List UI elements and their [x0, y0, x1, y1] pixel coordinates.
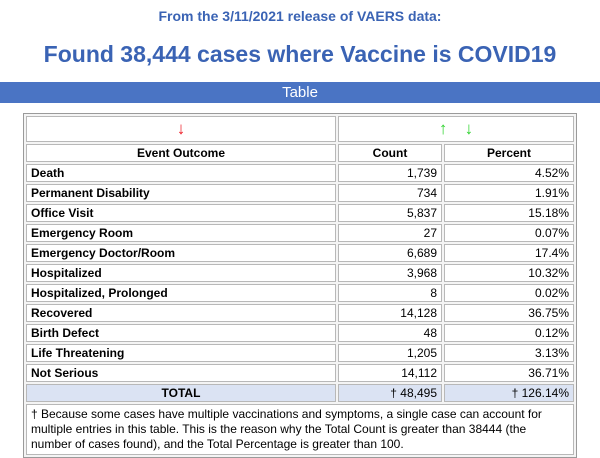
table-row: Office Visit 5,837 15.18% — [26, 204, 574, 222]
total-label-cell: TOTAL — [26, 384, 336, 402]
outcome-sort-cell: ↓ — [26, 116, 336, 142]
percent-cell: 36.71% — [444, 364, 574, 382]
metrics-sort-cell: ↑ ↓ — [338, 116, 574, 142]
column-header-count: Count — [338, 144, 442, 162]
count-cell: 14,112 — [338, 364, 442, 382]
event-outcome-cell: Birth Defect — [26, 324, 336, 342]
event-outcome-cell: Hospitalized — [26, 264, 336, 282]
count-cell: 1,205 — [338, 344, 442, 362]
count-cell: 27 — [338, 224, 442, 242]
percent-cell: 0.12% — [444, 324, 574, 342]
event-outcome-cell: Death — [26, 164, 336, 182]
sort-descending-icon[interactable]: ↓ — [464, 119, 474, 138]
table-row: Not Serious 14,112 36.71% — [26, 364, 574, 382]
percent-cell: 0.07% — [444, 224, 574, 242]
percent-cell: 3.13% — [444, 344, 574, 362]
sort-descending-outcome-icon[interactable]: ↓ — [176, 119, 186, 138]
count-cell: 3,968 — [338, 264, 442, 282]
count-cell: 1,739 — [338, 164, 442, 182]
footnote-row: † Because some cases have multiple vacci… — [26, 404, 574, 455]
event-outcome-cell: Office Visit — [26, 204, 336, 222]
event-outcome-cell: Hospitalized, Prolonged — [26, 284, 336, 302]
column-header-row: Event Outcome Count Percent — [26, 144, 574, 162]
total-count-cell: † 48,495 — [338, 384, 442, 402]
event-outcome-cell: Not Serious — [26, 364, 336, 382]
table-row: Emergency Doctor/Room 6,689 17.4% — [26, 244, 574, 262]
table-section-bar: Table — [0, 82, 600, 103]
sort-ascending-icon[interactable]: ↑ — [438, 119, 448, 138]
table-row: Death 1,739 4.52% — [26, 164, 574, 182]
percent-cell: 0.02% — [444, 284, 574, 302]
sort-controls-row: ↓ ↑ ↓ — [26, 116, 574, 142]
percent-cell: 10.32% — [444, 264, 574, 282]
event-outcome-cell: Recovered — [26, 304, 336, 322]
release-subtitle: From the 3/11/2021 release of VAERS data… — [158, 8, 442, 24]
cases-found-title: Found 38,444 cases where Vaccine is COVI… — [43, 41, 557, 67]
event-outcome-cell: Permanent Disability — [26, 184, 336, 202]
event-outcome-cell: Life Threatening — [26, 344, 336, 362]
count-cell: 5,837 — [338, 204, 442, 222]
count-cell: 8 — [338, 284, 442, 302]
count-cell: 14,128 — [338, 304, 442, 322]
table-row: Life Threatening 1,205 3.13% — [26, 344, 574, 362]
table-row: Recovered 14,128 36.75% — [26, 304, 574, 322]
column-header-percent: Percent — [444, 144, 574, 162]
results-table-container: ↓ ↑ ↓ Event Outcome Count Percent Death 1… — [23, 113, 577, 458]
total-row: TOTAL † 48,495 † 126.14% — [26, 384, 574, 402]
table-row: Hospitalized 3,968 10.32% — [26, 264, 574, 282]
table-row: Hospitalized, Prolonged 8 0.02% — [26, 284, 574, 302]
table-body: Death 1,739 4.52% Permanent Disability 734 1.… — [26, 164, 574, 382]
percent-cell: 17.4% — [444, 244, 574, 262]
table-row: Permanent Disability 734 1.91% — [26, 184, 574, 202]
footnote-cell: † Because some cases have multiple vacci… — [26, 404, 574, 455]
table-row: Emergency Room 27 0.07% — [26, 224, 574, 242]
total-percent-cell: † 126.14% — [444, 384, 574, 402]
count-cell: 48 — [338, 324, 442, 342]
percent-cell: 15.18% — [444, 204, 574, 222]
percent-cell: 36.75% — [444, 304, 574, 322]
percent-cell: 4.52% — [444, 164, 574, 182]
count-cell: 734 — [338, 184, 442, 202]
vaers-results-table: ↓ ↑ ↓ Event Outcome Count Percent Death 1… — [23, 113, 577, 458]
column-header-event-outcome: Event Outcome — [26, 144, 336, 162]
table-section-bar-label: Table — [282, 84, 318, 101]
count-cell: 6,689 — [338, 244, 442, 262]
percent-cell: 1.91% — [444, 184, 574, 202]
event-outcome-cell: Emergency Doctor/Room — [26, 244, 336, 262]
event-outcome-cell: Emergency Room — [26, 224, 336, 242]
table-row: Birth Defect 48 0.12% — [26, 324, 574, 342]
